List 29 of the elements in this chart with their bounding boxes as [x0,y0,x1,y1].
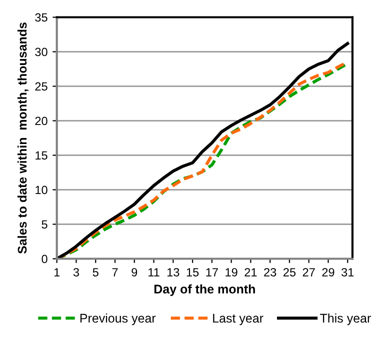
legend-label: Last year [213,314,264,326]
x-tick-label: 5 [92,268,98,276]
y-tick-label: 15 [36,151,48,160]
y-tick-label: 30 [35,48,48,56]
y-tick-label: 35 [35,13,48,22]
y-tick-label: 5 [42,220,48,229]
x-tick-label: 15 [186,268,199,276]
x-tick-label: 29 [322,268,334,276]
legend-label: Previous year [80,313,156,326]
x-tick-label: 1 [54,268,60,276]
legend-label: This year [320,313,371,326]
x-tick-label: 11 [148,268,160,276]
x-tick-label: 17 [206,268,218,276]
x-axis-title: Day of the month [154,284,255,296]
x-tick-label: 3 [73,268,79,276]
x-tick-label: 27 [302,268,315,276]
y-tick-label: 0 [42,254,48,264]
x-tick-label: 31 [342,268,354,276]
x-tick-label: 21 [244,268,257,276]
y-tick-label: 20 [35,116,48,126]
x-tick-label: 23 [264,268,276,276]
y-axis-title: Sales to date within month, thousands [17,22,28,254]
y-tick-label: 25 [35,82,48,91]
y-tick-label: 10 [36,186,48,194]
x-tick-label: 7 [112,268,118,276]
x-tick-label: 19 [226,268,238,276]
x-tick-label: 13 [167,268,180,276]
x-tick-label: 9 [132,268,138,276]
x-tick-label: 25 [284,268,296,276]
